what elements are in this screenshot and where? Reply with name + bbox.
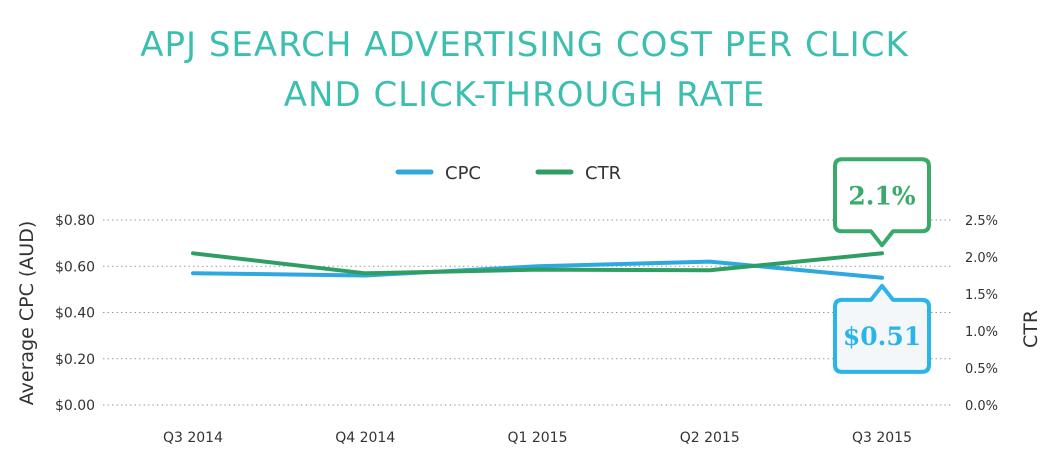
legend-label-ctr: CTR xyxy=(585,163,621,184)
y2-tick-label-0: 0.0% xyxy=(965,399,998,414)
callout-box-ctr xyxy=(833,157,931,248)
y2-axis-label: CTR xyxy=(1020,310,1042,348)
x-tick-label-2: Q1 2015 xyxy=(507,430,567,446)
y-axis-label: Average CPC (AUD) xyxy=(16,221,38,405)
callout-label-cpc: $0.51 xyxy=(843,322,921,351)
y-tick-label-0: $0.00 xyxy=(55,398,95,414)
y2-tick-label-3: 1.5% xyxy=(965,288,998,303)
y2-tick-label-5: 2.5% xyxy=(965,214,998,229)
callout-label-ctr: 2.1% xyxy=(848,181,915,210)
y2-tick-label-4: 2.0% xyxy=(965,251,998,266)
chart-title-line-1: APJ SEARCH ADVERTISING COST PER CLICK xyxy=(140,25,909,65)
x-tick-label-0: Q3 2014 xyxy=(163,430,223,446)
series-line-ctr xyxy=(191,251,884,276)
y-tick-label-3: $0.60 xyxy=(55,259,95,275)
chart-title-line-2: AND CLICK-THROUGH RATE xyxy=(283,75,766,115)
y2-tick-label-2: 1.0% xyxy=(965,325,998,340)
x-tick-label-1: Q4 2014 xyxy=(335,430,395,446)
callout-box-cpc xyxy=(833,283,931,374)
y-tick-label-1: $0.20 xyxy=(55,352,95,368)
x-tick-label-3: Q2 2015 xyxy=(680,430,740,446)
chart-title: APJ SEARCH ADVERTISING COST PER CLICK AN… xyxy=(0,20,1049,120)
series-line-cpc xyxy=(191,259,884,280)
x-tick-label-4: Q3 2015 xyxy=(852,430,912,446)
y-tick-label-2: $0.40 xyxy=(55,306,95,322)
legend-label-cpc: CPC xyxy=(445,163,481,184)
y-tick-label-4: $0.80 xyxy=(55,213,95,229)
y2-tick-label-1: 0.5% xyxy=(965,362,998,377)
